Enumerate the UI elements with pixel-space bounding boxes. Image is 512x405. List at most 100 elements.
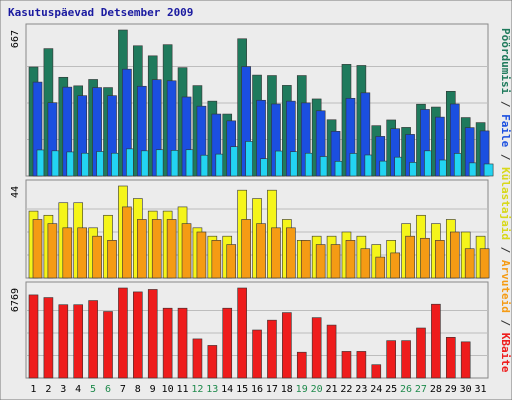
x-tick-label: 10 — [162, 384, 174, 395]
bar-arvuteid-day-7 — [122, 206, 132, 279]
bar-arvuteid-day-10 — [166, 219, 177, 279]
x-tick-label: 6 — [105, 384, 111, 395]
bar-arvuteid-day-31 — [479, 248, 490, 279]
x-tick-label: 8 — [135, 384, 141, 395]
bar-arvuteid-day-29 — [449, 231, 460, 279]
bar-arvuteid-day-18 — [286, 227, 296, 279]
bar-kbaite-day-5 — [88, 300, 98, 379]
x-tick-label: 3 — [60, 384, 66, 395]
bar-kbaite-day-26 — [401, 340, 411, 379]
bar-kbaite-day-25 — [386, 340, 396, 379]
panel-bottom: 6769 — [10, 281, 489, 379]
x-tick-label: 16 — [251, 384, 263, 395]
legend-item-külastajaid: Külastajaid — [499, 167, 512, 240]
bar-kbaite-day-30 — [460, 341, 471, 379]
bar-kbaite-day-6 — [103, 311, 113, 379]
right-legend: Pöördumisi / Faile / Külastajaid / Arvut… — [499, 28, 512, 373]
bar-kbaite-day-8 — [133, 291, 143, 379]
x-tick-label: 31 — [475, 384, 487, 395]
bar-arvuteid-day-5 — [92, 235, 102, 279]
x-tick-label: 2 — [45, 384, 51, 395]
bar-arvuteid-day-17 — [271, 227, 281, 279]
x-tick-label: 28 — [430, 384, 442, 395]
x-tick-label: 27 — [415, 384, 427, 395]
bar-arvuteid-day-26 — [405, 235, 415, 279]
bar-kbaite-day-27 — [416, 327, 426, 379]
panel-middle: 44 — [10, 179, 490, 279]
bar-arvuteid-day-30 — [464, 248, 475, 279]
x-tick-label: 12 — [191, 384, 203, 395]
chart-panels: 667 44 6769 — [10, 23, 494, 379]
panel-max-label: 667 — [10, 30, 21, 48]
bar-kbaite-day-17 — [267, 319, 277, 379]
legend-item-kbaite: KBaite — [499, 333, 512, 373]
bar-arvuteid-day-8 — [137, 219, 147, 279]
bar-arvuteid-day-3 — [62, 227, 73, 279]
x-tick-label: 11 — [176, 384, 188, 395]
bar-arvuteid-day-13 — [211, 240, 222, 279]
x-tick-label: 14 — [221, 384, 233, 395]
x-tick-label: 22 — [340, 384, 352, 395]
bar-kbaite-day-28 — [431, 303, 441, 379]
x-tick-label: 23 — [355, 384, 367, 395]
x-tick-label: 21 — [325, 384, 337, 395]
bar-kbaite-day-13 — [207, 345, 218, 379]
bar-arvuteid-day-25 — [390, 252, 400, 279]
panel-top: 667 — [10, 23, 494, 177]
x-axis-labels: 1 2 3 4 5 6 7 8 9 10 11 12 13 14 15 16 17 18 19 20 21 22 23 24 2… — [30, 384, 486, 395]
x-tick-label: 17 — [266, 384, 278, 395]
bar-kbaite-day-9 — [147, 289, 158, 379]
bar-arvuteid-day-19 — [300, 240, 311, 279]
x-tick-label: 30 — [460, 384, 472, 395]
x-tick-label: 1 — [30, 384, 36, 395]
x-tick-label: 5 — [90, 384, 96, 395]
bar-arvuteid-day-15 — [241, 219, 251, 279]
bar-arvuteid-day-2 — [47, 223, 58, 279]
bar-arvuteid-day-16 — [256, 223, 266, 279]
bar-kbaite-day-19 — [296, 351, 307, 379]
bar-arvuteid-day-14 — [226, 244, 237, 279]
bar-arvuteid-day-21 — [330, 244, 341, 279]
bar-arvuteid-day-22 — [345, 240, 356, 279]
bar-arvuteid-day-23 — [360, 248, 371, 279]
legend-item-pöördumisi: Pöördumisi — [499, 28, 512, 95]
bar-kbaite-day-7 — [118, 287, 128, 379]
panel-max-label: 6769 — [10, 288, 21, 312]
legend-item-arvuteid: Arvuteid — [499, 260, 512, 313]
bar-arvuteid-day-27 — [420, 237, 430, 279]
bar-arvuteid-day-28 — [435, 240, 445, 279]
x-tick-label: 4 — [75, 384, 81, 395]
legend-item-faile: Faile — [499, 114, 512, 147]
bar-kbaite-day-2 — [43, 297, 54, 379]
x-tick-label: 24 — [370, 384, 382, 395]
bar-arvuteid-day-24 — [375, 256, 386, 279]
x-tick-label: 18 — [281, 384, 293, 395]
x-tick-label: 9 — [150, 384, 156, 395]
bar-arvuteid-day-4 — [77, 227, 88, 279]
x-tick-label: 19 — [296, 384, 308, 395]
bar-arvuteid-day-20 — [315, 244, 326, 279]
bar-kbaite-day-21 — [326, 324, 337, 379]
x-tick-label: 20 — [311, 384, 323, 395]
bar-kbaite-day-10 — [162, 307, 173, 379]
bar-kbaite-day-15 — [237, 287, 247, 379]
right-legend-text: Pöördumisi / Faile / Külastajaid / Arvut… — [499, 28, 512, 373]
bar-kbaite-day-23 — [356, 351, 367, 379]
legend-separator: / — [499, 147, 512, 167]
bar-külastajaid-day-31 — [483, 163, 494, 177]
x-tick-label: 29 — [445, 384, 457, 395]
panel-max-label: 44 — [10, 186, 21, 198]
x-tick-label: 26 — [400, 384, 412, 395]
bar-kbaite-day-20 — [311, 317, 322, 379]
bar-kbaite-day-11 — [177, 307, 188, 379]
x-tick-label: 7 — [120, 384, 126, 395]
x-tick-label: 13 — [206, 384, 218, 395]
legend-separator: / — [499, 94, 512, 114]
bar-arvuteid-day-12 — [196, 231, 207, 279]
bar-kbaite-day-24 — [371, 364, 382, 379]
bar-kbaite-day-18 — [282, 312, 292, 379]
bar-arvuteid-day-1 — [32, 219, 43, 279]
bar-kbaite-day-22 — [341, 351, 352, 379]
